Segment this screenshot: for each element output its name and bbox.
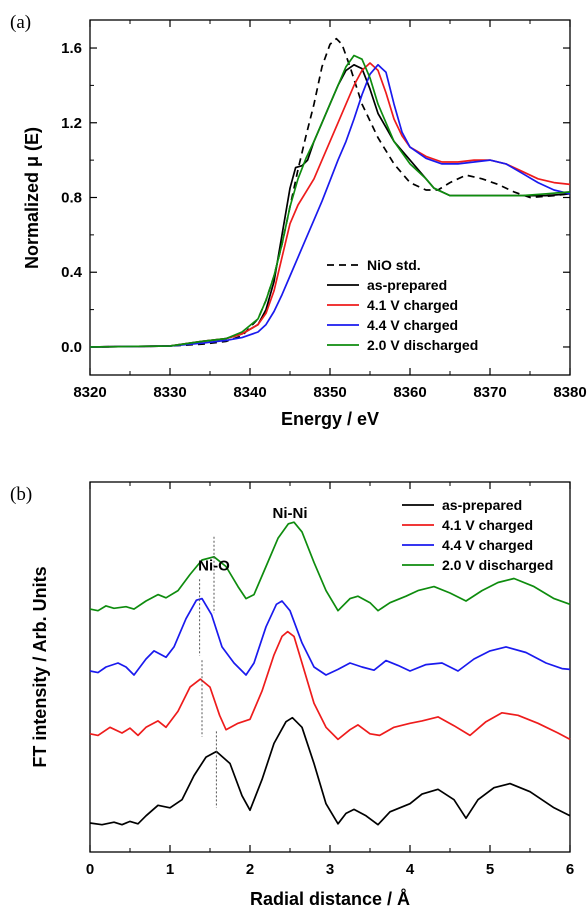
legend-label-as-prepared: as-prepared [442, 497, 522, 513]
axis-ticks-a: 8320 8330 8340 8350 8360 8370 8380 0.0 0.4 0.8 1.2… [61, 20, 587, 401]
x-tick-label-a: 8370 [473, 384, 506, 401]
y-axis-title-b: FT intensity / Arb. Units [30, 566, 50, 767]
series-line-4-1-v-charged [89, 62, 571, 348]
legend-label-nio-std: NiO std. [367, 257, 421, 273]
legend-label-2-0-v-discharged: 2.0 V discharged [442, 557, 553, 573]
legend-label-2-0-v-discharged: 2.0 V discharged [367, 337, 478, 353]
y-tick-label-a: 0.8 [61, 190, 82, 207]
legend-label-4-1-v-charged: 4.1 V charged [442, 517, 533, 533]
legend-label-4-4-v-charged: 4.4 V charged [367, 317, 458, 333]
x-tick-label-b: 1 [166, 861, 174, 878]
annotation-ni-ni: Ni-Ni [273, 505, 308, 522]
x-tick-label-a: 8330 [153, 384, 186, 401]
y-tick-label-a: 1.6 [61, 40, 82, 57]
panel-label-b: (b) [10, 484, 32, 505]
series-group-b [89, 521, 571, 826]
y-tick-label-a: 1.2 [61, 115, 82, 132]
x-tick-label-a: 8340 [233, 384, 266, 401]
series-line-4-1-v-charged [89, 630, 571, 741]
x-axis-title-b: Radial distance / Å [250, 889, 410, 909]
y-tick-label-a: 0.0 [61, 339, 82, 356]
x-tick-label-b: 3 [326, 861, 334, 878]
series-line-4-4-v-charged [89, 63, 571, 348]
annotations-b: Ni-O Ni-Ni [198, 505, 307, 574]
x-tick-label-a: 8350 [313, 384, 346, 401]
x-tick-label-b: 6 [566, 861, 574, 878]
x-tick-label-a: 8380 [553, 384, 586, 401]
x-tick-label-b: 2 [246, 861, 254, 878]
series-group-a [89, 37, 571, 348]
x-axis-title-a: Energy / eV [281, 409, 379, 429]
x-tick-label-b: 4 [406, 861, 415, 878]
series-line-2-0-v-discharged [89, 54, 571, 348]
panel-b: (b) 0 1 2 3 4 5 6 as-prepared 4.1 V charged 4.4 … [10, 481, 574, 909]
series-line-2-0-v-discharged [89, 521, 571, 612]
series-line-4-4-v-charged [89, 597, 571, 676]
legend-label-4-4-v-charged: 4.4 V charged [442, 537, 533, 553]
axis-ticks-b: 0 1 2 3 4 5 6 [86, 482, 574, 878]
panel-label-a: (a) [10, 12, 31, 33]
legend-label-as-prepared: as-prepared [367, 277, 447, 293]
x-tick-label-a: 8320 [73, 384, 106, 401]
series-line-nio-std [89, 37, 571, 348]
x-tick-label-b: 0 [86, 861, 94, 878]
plot-frame-a [89, 19, 571, 376]
y-axis-title-a: Normalized μ (E) [22, 127, 42, 269]
panel-a: (a) 8320 8330 8340 8350 8360 8370 8380 0.0 0.4 0.… [10, 12, 587, 429]
legend-b: as-prepared 4.1 V charged 4.4 V charged 2.0… [402, 497, 553, 573]
series-line-as-prepared [89, 716, 571, 826]
x-tick-label-b: 5 [486, 861, 494, 878]
legend-a: NiO std. as-prepared 4.1 V charged 4.4 V ch… [327, 257, 478, 353]
y-tick-label-a: 0.4 [61, 264, 83, 281]
annotation-ni-o: Ni-O [198, 557, 230, 574]
legend-label-4-1-v-charged: 4.1 V charged [367, 297, 458, 313]
x-tick-label-a: 8360 [393, 384, 426, 401]
